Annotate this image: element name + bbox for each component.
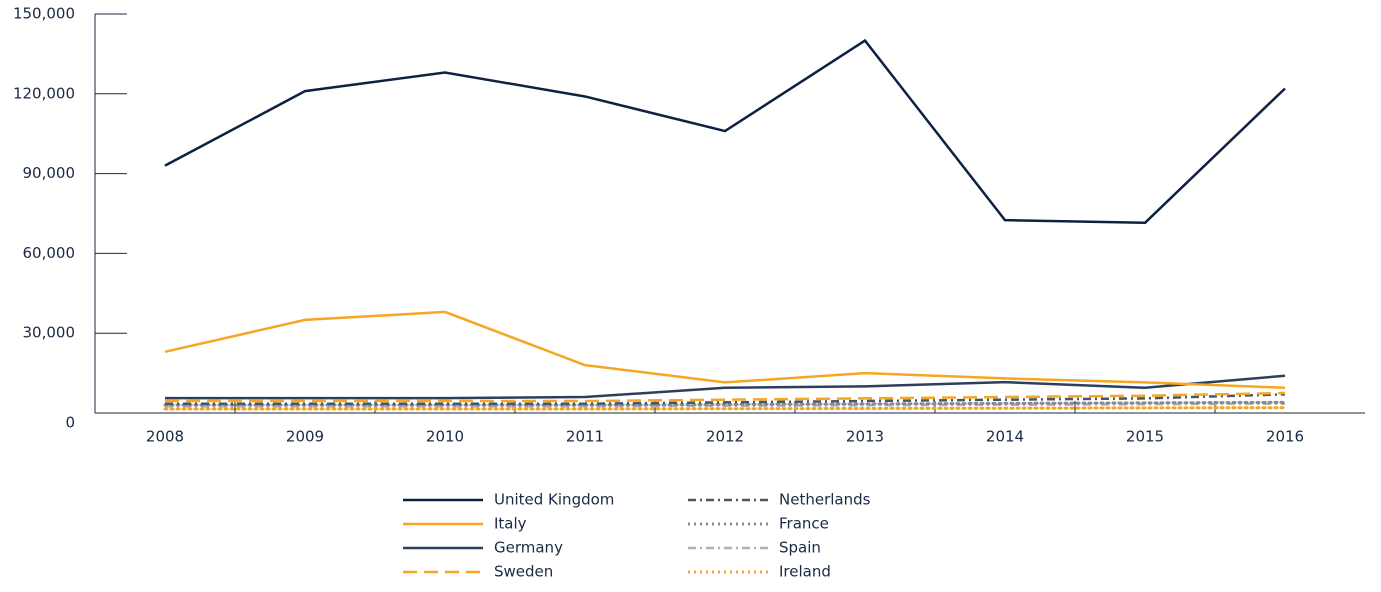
legend-label: France [779,515,829,533]
legend-label: Italy [494,515,527,533]
y-tick-label: 30,000 [23,324,76,342]
legend-label: Ireland [779,563,831,581]
x-tick-label: 2016 [1266,428,1304,446]
x-tick-label: 2010 [426,428,464,446]
series-line [163,400,1287,407]
y-tick-label: 90,000 [23,164,76,182]
x-tick-label: 2014 [986,428,1024,446]
legend-label: Germany [494,539,563,557]
y-tick-label: 120,000 [13,84,75,102]
x-tick-label: 2012 [706,428,744,446]
series-line [165,391,1286,403]
x-tick-label: 2009 [286,428,324,446]
x-tick-label: 2015 [1126,428,1164,446]
y-tick-label: 150,000 [13,5,75,23]
y-tick-label: 60,000 [23,244,76,262]
x-tick-label: 2013 [846,428,884,446]
x-tick-label: 2008 [146,428,184,446]
series-line [164,310,1286,389]
x-tick-label: 2011 [566,428,604,446]
y-tick-label: 0 [65,414,75,432]
legend-label: Sweden [494,563,553,581]
legend-label: Netherlands [779,491,871,509]
series-line [164,38,1286,225]
series-line [165,374,1286,400]
series-line [163,406,1287,411]
series-line [165,393,1286,405]
legend-label: Spain [779,539,821,557]
legend-label: United Kingdom [494,491,614,509]
